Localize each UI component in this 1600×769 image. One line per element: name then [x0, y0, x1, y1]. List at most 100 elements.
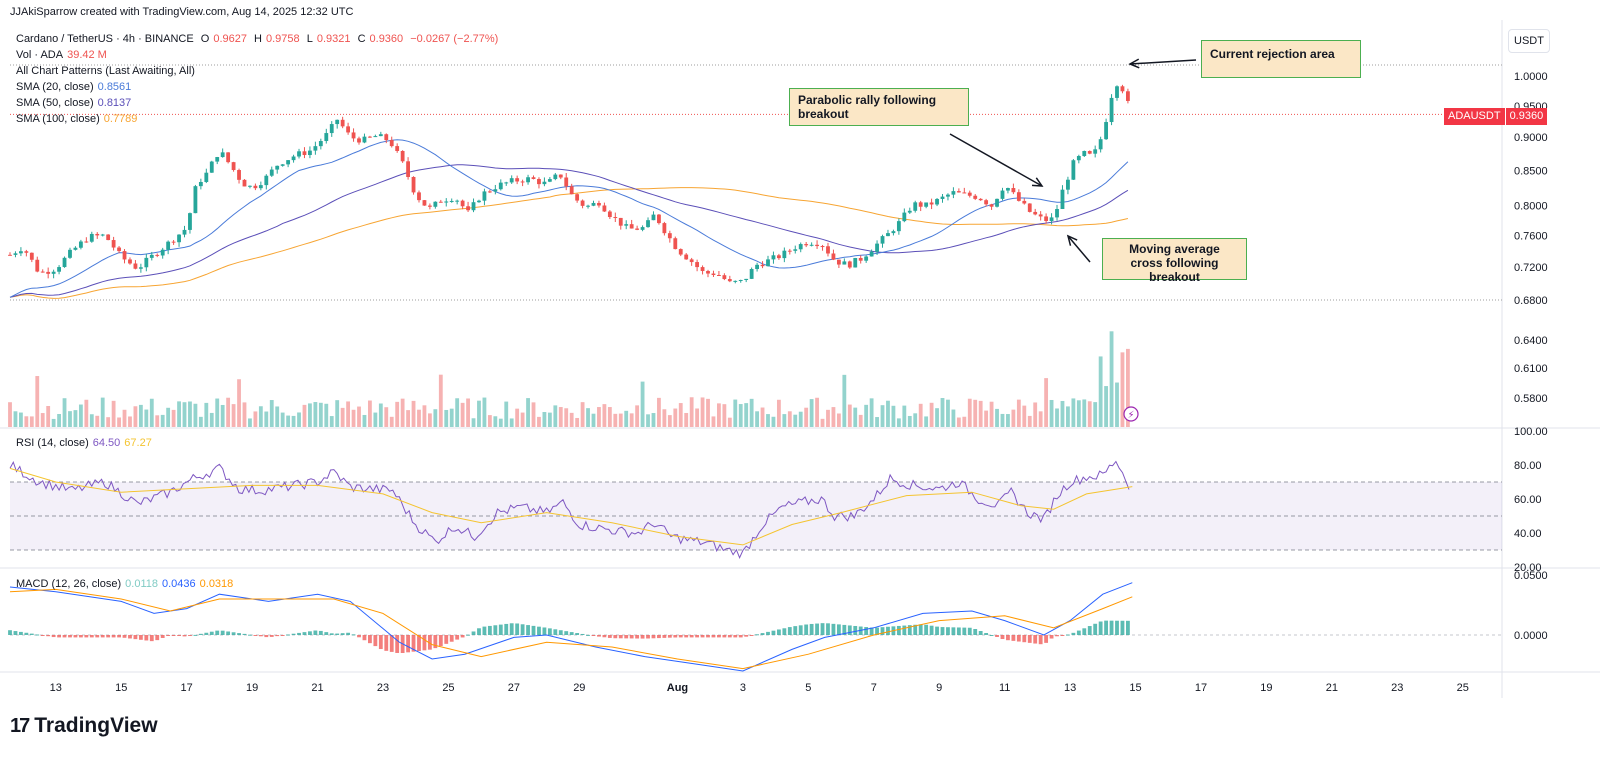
- macd-histogram-bar: [351, 634, 356, 636]
- volume-bar: [836, 413, 841, 427]
- candle-body: [689, 259, 694, 263]
- macd-histogram-bar: [929, 625, 934, 635]
- macd-histogram-bar: [613, 635, 618, 639]
- macd-histogram-bar: [1000, 635, 1005, 639]
- created-by-text: JJAkiSparrow created with TradingView.co…: [10, 6, 354, 18]
- candle-body: [886, 233, 890, 237]
- volume-bar: [460, 402, 465, 427]
- candle-body: [35, 259, 40, 272]
- macd-histogram-bar: [733, 635, 738, 638]
- macd-histogram-bar: [406, 635, 410, 653]
- time-axis-tick: 25: [442, 682, 454, 694]
- candle-body: [264, 175, 269, 186]
- volume-bar: [640, 381, 645, 427]
- candle-body: [275, 165, 280, 170]
- time-axis-tick: 19: [1260, 682, 1272, 694]
- time-axis-tick: 13: [50, 682, 62, 694]
- macd-histogram-bar: [1038, 635, 1043, 645]
- price-tag: ADAUSDT 0.9360: [1444, 108, 1548, 125]
- volume-bar: [297, 412, 301, 427]
- macd-histogram-bar: [128, 635, 132, 639]
- candle-body: [782, 250, 787, 259]
- legend-sma100: SMA (100, close) 0.7789: [16, 113, 138, 125]
- candle-body: [395, 146, 400, 151]
- candle-body: [787, 250, 792, 252]
- legend-symbol-row: Cardano / TetherUS · 4h · BINANCE O 0.962…: [16, 33, 499, 45]
- candle-body: [182, 229, 187, 235]
- volume-bar: [662, 409, 667, 427]
- candle-body: [1049, 217, 1054, 221]
- volume-bar: [417, 409, 421, 427]
- volume-bar: [706, 398, 710, 427]
- macd-histogram-bar: [444, 635, 449, 644]
- volume-bar: [368, 400, 372, 427]
- candle-body: [847, 261, 852, 268]
- time-axis-tick: 13: [1064, 682, 1076, 694]
- macd-histogram-bar: [591, 635, 596, 636]
- macd-histogram-bar: [248, 634, 252, 636]
- candle-body: [946, 194, 950, 197]
- candle-body: [973, 195, 978, 199]
- candle-body: [678, 249, 683, 255]
- macd-histogram-bar: [460, 635, 465, 638]
- volume-bar: [433, 409, 438, 427]
- volume-bar: [793, 414, 798, 427]
- macd-histogram-bar: [798, 625, 803, 635]
- macd-histogram-bar: [89, 635, 94, 638]
- candle-body: [438, 201, 443, 203]
- candle-body: [368, 136, 372, 138]
- volume-bar: [280, 412, 285, 427]
- volume-bar: [171, 409, 176, 427]
- macd-histogram-bar: [935, 626, 939, 635]
- volume-bar: [831, 407, 836, 427]
- candle-body: [842, 261, 847, 265]
- candle-body: [1033, 211, 1038, 215]
- volume-bar: [62, 398, 67, 427]
- volume-bar: [427, 413, 432, 427]
- candle-body: [569, 186, 574, 195]
- candle-body: [318, 141, 323, 147]
- volume-bar: [520, 412, 525, 427]
- currency-button[interactable]: USDT: [1508, 29, 1550, 53]
- macd-histogram-bar: [373, 635, 378, 647]
- candle-body: [760, 264, 765, 267]
- macd-histogram-bar: [308, 631, 312, 635]
- volume-bar: [962, 416, 967, 427]
- candle-body: [1076, 156, 1081, 161]
- volume-bar: [237, 379, 241, 427]
- volume-bar: [875, 417, 879, 427]
- candle-body: [51, 271, 56, 274]
- volume-bar: [1049, 399, 1054, 427]
- macd-histogram-bar: [122, 635, 127, 638]
- legend-sma50: SMA (50, close) 0.8137: [16, 97, 132, 109]
- macd-histogram-bar: [422, 635, 427, 651]
- macd-histogram-bar: [826, 623, 830, 635]
- time-axis-tick: 5: [805, 682, 811, 694]
- candle-body: [646, 220, 650, 228]
- volume-bar: [613, 413, 618, 427]
- volume-bar: [220, 404, 225, 427]
- candle-body: [978, 198, 983, 201]
- rejection-arrow: [1129, 59, 1197, 65]
- macd-histogram-bar: [678, 635, 683, 638]
- macd-histogram-bar: [111, 635, 116, 638]
- candle-body: [95, 233, 100, 236]
- macd-histogram-bar: [280, 635, 285, 636]
- candle-body: [1120, 86, 1125, 92]
- volume-bar: [935, 408, 939, 427]
- volume-bar: [1016, 399, 1021, 427]
- candle-body: [913, 202, 918, 211]
- macd-histogram-bar: [624, 635, 629, 639]
- volume-bar: [597, 407, 601, 427]
- macd-histogram-bar: [984, 633, 989, 635]
- macd-axis-tick: 0.0500: [1514, 570, 1548, 582]
- macd-histogram-bar: [324, 632, 329, 635]
- volume-bar: [902, 405, 907, 427]
- macd-histogram-bar: [651, 635, 656, 639]
- macd-histogram-bar: [711, 635, 716, 638]
- volume-bar: [329, 416, 334, 427]
- candle-body: [793, 249, 798, 251]
- candle-body: [427, 205, 432, 207]
- tradingview-logo[interactable]: 17 TradingView: [10, 714, 158, 738]
